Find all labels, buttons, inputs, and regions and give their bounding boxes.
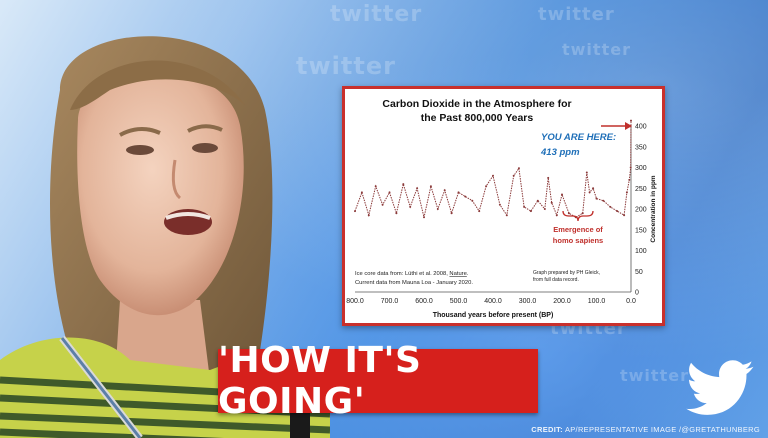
co2-data-point [423,216,425,219]
y-tick-label: 200 [635,207,647,214]
co2-data-point [629,166,632,169]
current-value-label: 413 ppm [540,147,580,158]
y-tick-label: 0 [635,290,639,297]
twitter-watermark: twitter [296,52,396,80]
co2-data-point [555,214,558,217]
co2-data-point [512,174,515,177]
x-axis-label: Thousand years before present (BP) [433,312,554,319]
co2-data-point [492,174,494,177]
co2-data-point [388,191,391,194]
co2-data-point [374,185,377,188]
co2-data-point [585,171,588,174]
twitter-bird-icon [686,360,754,415]
co2-series-line [354,120,632,218]
co2-data-point [616,210,619,213]
co2-data-point [543,208,546,210]
y-tick-label: 100 [635,248,647,255]
co2-data-point [517,167,520,170]
co2-data-point [457,191,460,194]
co2-data-point [354,210,356,213]
co2-data-point [436,208,439,210]
co2-data-point [416,187,419,190]
co2-data-point [561,193,563,196]
photo-credit: CREDIT: AP/REPRESENTATIVE IMAGE /@GRETAT… [531,425,760,434]
co2-data-point [464,195,467,198]
x-tick-label: 200.0 [553,298,571,305]
x-tick-label: 400.0 [484,298,502,305]
headline-banner: 'HOW IT'S GOING' [218,340,538,422]
co2-data-point [443,189,446,192]
co2-data-point [395,212,398,215]
x-tick-label: 300.0 [519,298,537,305]
co2-data-point [630,119,632,122]
y-tick-label: 150 [635,227,647,234]
you-are-here-label: YOU ARE HERE: [541,132,616,143]
co2-data-point [478,210,481,213]
co2-data-point [609,205,612,208]
co2-chart: Carbon Dioxide in the Atmosphere for the… [342,86,665,326]
x-tick-label: 600.0 [415,298,433,305]
x-tick-label: 500.0 [450,298,468,305]
co2-data-point [595,197,598,200]
co2-data-point [498,203,501,206]
co2-data-point [588,191,591,194]
co2-data-point [623,214,626,217]
co2-chart-svg: Carbon Dioxide in the Atmosphere for the… [346,98,657,319]
twitter-watermark: twitter [562,40,631,59]
x-tick-label: 0.0 [626,298,636,305]
emergence-bracket [562,210,594,222]
emergence-label-line-2: homo sapiens [553,236,603,245]
source-note-line-2: Current data from Mauna Loa - January 20… [355,280,473,286]
co2-data-point [592,187,595,190]
source-note-line-1: Ice core data from: Lüthi et al. 2008, N… [355,271,469,277]
twitter-watermark: twitter [620,366,689,385]
y-tick-label: 350 [635,144,647,151]
co2-data-point [529,210,532,213]
arrow-head-icon [625,122,632,130]
chart-title-line-1: Carbon Dioxide in the Atmosphere for [382,98,571,110]
co2-data-point [367,214,370,217]
co2-data-point [381,203,384,206]
y-axis-label: Concentration in ppm [650,175,657,242]
co2-data-point [471,199,474,202]
co2-data-point [550,201,553,204]
y-tick-label: 250 [635,186,647,193]
emergence-label-line-1: Emergence of [553,225,603,234]
co2-data-point [409,205,412,208]
y-tick-label: 400 [635,124,647,131]
x-tick-label: 700.0 [381,298,399,305]
y-tick-label: 50 [635,269,643,276]
chart-title-line-2: the Past 800,000 Years [421,112,534,124]
co2-data-point [523,205,526,208]
co2-data-point [602,199,605,202]
co2-data-point [429,185,432,188]
co2-data-point [505,214,508,217]
co2-data-point [625,191,628,194]
prepared-by-line-2: from full data record. [533,277,579,283]
co2-data-point [581,212,584,215]
co2-data-point [628,178,631,181]
co2-data-point [547,176,550,179]
co2-data-point [536,199,539,202]
co2-data-point [402,183,405,186]
twitter-watermark: twitter [538,4,615,25]
co2-data-point [450,212,453,215]
x-tick-label: 100.0 [588,298,606,305]
co2-data-point [567,212,570,215]
co2-data-point [485,185,488,188]
y-tick-label: 300 [635,165,647,172]
twitter-watermark: twitter [330,2,423,27]
prepared-by-line-1: Graph prepared by PH Gleick, [533,270,600,276]
co2-data-point [360,191,363,194]
x-tick-label: 800.0 [346,298,364,305]
